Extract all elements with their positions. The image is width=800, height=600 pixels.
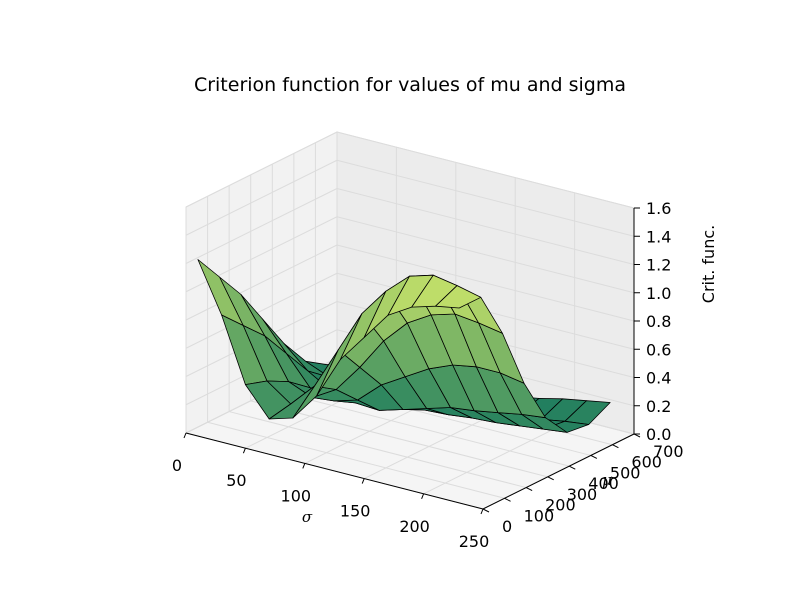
z-tick-label: 1.2 <box>646 256 671 275</box>
grid-line-mu <box>250 400 548 478</box>
sigma-tick <box>421 493 425 499</box>
tick-labels: 05010015020025001002003004005006007000.0… <box>172 199 684 551</box>
sigma-tick <box>242 448 246 454</box>
mu-tick-label: 0 <box>502 517 512 536</box>
z-tick-label: 0.0 <box>646 425 671 444</box>
grid-line-z <box>336 159 635 237</box>
y-axis-label: μ <box>602 471 612 489</box>
sigma-tick-label: 150 <box>340 502 371 521</box>
z-tick-label: 0.6 <box>646 340 671 359</box>
grid-line-z <box>185 188 338 264</box>
mu-tick <box>612 444 619 449</box>
sigma-tick-label: 100 <box>281 486 312 505</box>
z-tick-label: 0.2 <box>646 397 671 416</box>
z-tick-label: 0.8 <box>646 312 671 331</box>
grid-line-mu <box>207 421 505 499</box>
grid-line-mu <box>229 411 527 489</box>
z-tick-label: 1.0 <box>646 284 671 303</box>
mu-tick <box>547 476 554 481</box>
sigma-tick-label: 200 <box>399 517 430 536</box>
grid-line-z <box>185 131 338 208</box>
grid-line-z <box>336 131 635 209</box>
mu-tick <box>504 497 511 502</box>
grid-line-z <box>336 188 635 265</box>
surface-patch <box>435 285 482 309</box>
mu-tick <box>590 454 598 459</box>
surface-plot <box>197 259 611 433</box>
mu-tick <box>569 465 576 470</box>
mu-tick-label: 100 <box>524 506 555 525</box>
sigma-tick <box>302 463 306 469</box>
mu-tick-label: 700 <box>653 442 684 461</box>
mu-tick-label: 400 <box>588 474 619 493</box>
grid-line-z <box>185 159 338 236</box>
mu-tick-label: 200 <box>545 496 576 515</box>
grid-line-z <box>336 216 635 294</box>
sigma-tick <box>480 508 484 515</box>
sigma-tick-label: 250 <box>459 532 490 551</box>
grid-line-sigma <box>423 418 575 495</box>
axes <box>183 207 641 515</box>
x-axis-label: σ <box>302 508 313 526</box>
mu-axis-line <box>482 433 635 510</box>
chart-title: Criterion function for values of mu and … <box>194 74 626 96</box>
mu-tick-label: 300 <box>567 485 598 504</box>
sigma-tick-label: 50 <box>226 471 246 490</box>
mu-tick <box>525 487 533 492</box>
z-tick-label: 1.4 <box>646 227 671 246</box>
z-tick-label: 0.4 <box>646 369 671 388</box>
sigma-tick-label: 0 <box>172 456 182 475</box>
z-axis-label: Crit. func. <box>699 225 718 303</box>
mu-tick-label: 500 <box>610 463 641 482</box>
mu-tick-label: 600 <box>631 453 662 472</box>
mu-tick <box>482 508 490 513</box>
sigma-tick <box>183 432 187 439</box>
grid-line-mu <box>272 389 570 467</box>
z-tick-label: 1.6 <box>646 199 671 218</box>
sigma-tick <box>361 478 365 484</box>
grid-line-z <box>185 272 338 349</box>
grid-line-z <box>185 244 338 321</box>
grid-line-z <box>336 244 635 322</box>
sigma-axis-line <box>185 432 484 510</box>
